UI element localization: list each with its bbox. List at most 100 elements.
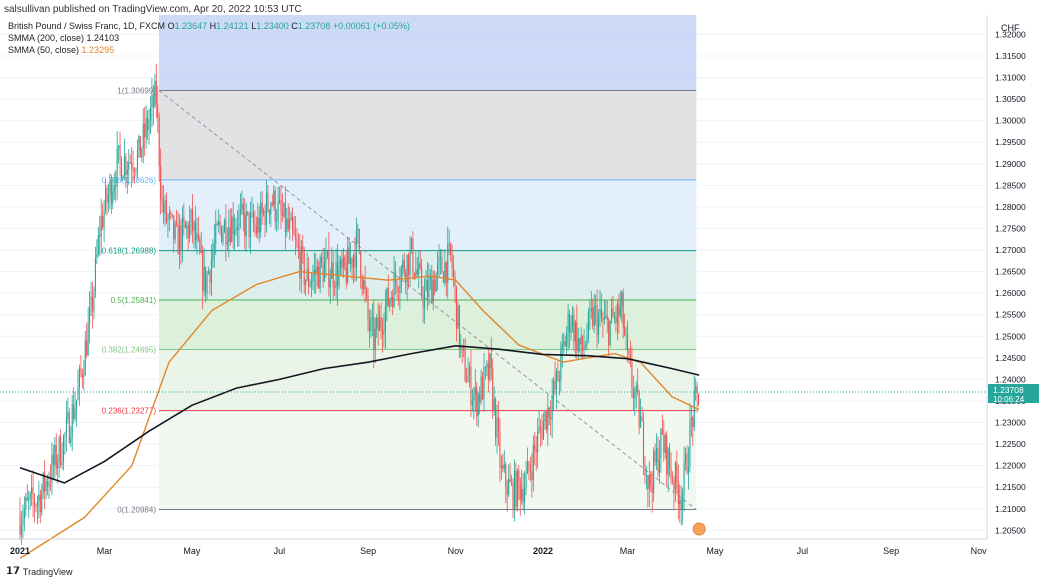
candle-body [125, 156, 127, 175]
candle [303, 247, 305, 294]
candle-body [248, 211, 250, 238]
chart-area[interactable]: 1(1.30699) 0.786(1.28626) 0.618(1.26988) 0.… [0, 15, 1039, 583]
candle [270, 201, 272, 227]
candle [255, 216, 257, 238]
candle [622, 288, 624, 339]
candle [547, 394, 549, 446]
price-chart[interactable]: 1(1.30699)0.786(1.28626)0.618(1.26988)0.… [0, 15, 1039, 583]
price-tick-label: 1.29000 [995, 159, 1026, 169]
candle-body [683, 462, 685, 494]
candle-body [677, 482, 679, 505]
candle [318, 260, 320, 290]
tradingview-branding[interactable]: 𝟭𝟳 TradingView [6, 566, 72, 577]
candle [687, 446, 689, 490]
candle [300, 239, 302, 293]
events-icon[interactable] [692, 522, 706, 536]
candle [512, 478, 514, 519]
candle-body [503, 464, 505, 469]
candle-body [483, 367, 485, 400]
candle [642, 412, 645, 475]
candle [477, 391, 479, 428]
fib-level-label: 0.618(1.26988) [102, 247, 157, 256]
candle [87, 306, 89, 357]
candle-body [174, 223, 176, 240]
candle [667, 446, 669, 493]
candle-body [41, 491, 43, 513]
candle [93, 286, 95, 320]
candle-body [281, 211, 283, 217]
candle [165, 192, 167, 225]
candle-body [367, 295, 369, 321]
candle [573, 307, 575, 352]
candle [218, 209, 220, 233]
candle [32, 469, 34, 518]
candle-body [671, 479, 674, 482]
candle-body [267, 192, 269, 211]
candle-body [339, 259, 341, 270]
candle-body [489, 353, 491, 380]
candle-body [492, 368, 494, 411]
candle [184, 220, 186, 229]
candle-body [348, 247, 350, 264]
candle-body [226, 242, 228, 245]
candle-body [606, 316, 608, 320]
candle [660, 428, 662, 473]
candle-body [29, 493, 31, 500]
candle-body [612, 308, 614, 318]
candle [164, 194, 166, 227]
candle [232, 201, 234, 249]
legend: British Pound / Swiss Franc, 1D, FXCM O1… [8, 20, 410, 56]
candle-body [215, 223, 217, 244]
symbol-name[interactable]: British Pound / Swiss Franc, 1D, FXCM [8, 21, 166, 31]
candle-body [680, 499, 682, 510]
candle-body [605, 316, 607, 318]
candle [674, 460, 676, 503]
candle [309, 279, 311, 288]
candle [408, 252, 410, 289]
candle [241, 190, 243, 215]
candle-body [455, 286, 457, 329]
candle [189, 205, 191, 243]
candle [110, 174, 112, 215]
tradingview-logo-icon: 𝟭𝟳 [6, 566, 20, 577]
candle [540, 419, 542, 447]
price-tick-label: 1.31500 [995, 51, 1026, 61]
candle-body [352, 255, 355, 268]
candle-body [660, 428, 662, 459]
candle [202, 245, 204, 310]
candle-body [477, 394, 479, 417]
fib-level-label: 0.382(1.24695) [102, 345, 157, 354]
candle-body [99, 234, 101, 237]
candle-body [261, 202, 263, 213]
candle [677, 464, 679, 520]
candle-body [563, 341, 565, 344]
candle-body [187, 225, 189, 238]
candle [550, 400, 552, 436]
candle-body [645, 475, 647, 476]
legend-sma200-row[interactable]: SMMA (200, close) 1.24103 [8, 32, 410, 44]
candle-body [593, 306, 595, 326]
candle-body [205, 266, 207, 294]
candle-body [115, 185, 117, 187]
candle-body [241, 203, 243, 210]
candle-body [219, 221, 221, 227]
candle-body [524, 488, 526, 503]
candle-body [337, 262, 339, 287]
candle [557, 361, 559, 382]
candle [644, 455, 646, 485]
candle-body [200, 250, 202, 253]
legend-sma50-row[interactable]: SMMA (50, close) 1.23295 [8, 44, 410, 56]
candle [126, 160, 128, 194]
sma50-line [19, 270, 700, 559]
candle [174, 220, 176, 244]
candle [360, 250, 362, 289]
candle-body [271, 203, 273, 205]
candle [29, 491, 31, 510]
candle [671, 471, 674, 485]
price-tick-label: 1.26000 [995, 288, 1026, 298]
candle-body [576, 322, 578, 351]
candle [351, 256, 353, 280]
candle-body [486, 362, 488, 368]
candle [339, 256, 341, 276]
candle-body [395, 272, 397, 283]
